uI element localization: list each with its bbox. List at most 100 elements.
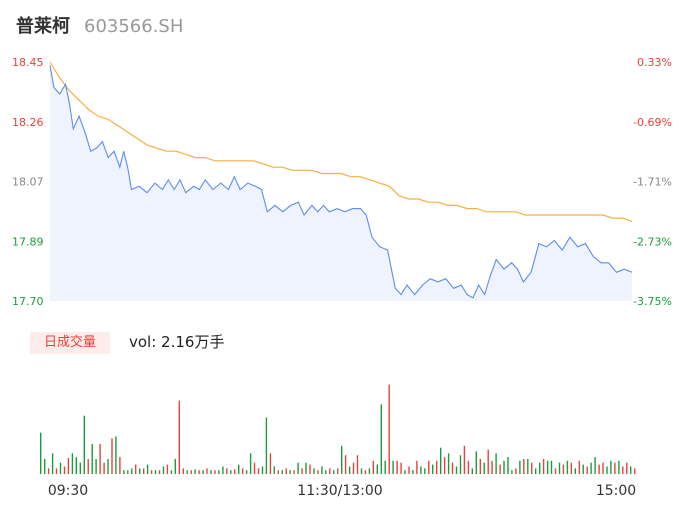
volume-bar (443, 457, 446, 474)
y-tick-right: -3.75% (633, 295, 672, 308)
volume-bar (242, 468, 244, 474)
volume-bar (51, 453, 54, 474)
volume-bar (554, 468, 557, 474)
volume-bar (424, 468, 426, 474)
volume-bar (63, 466, 66, 474)
volume-bar (79, 462, 81, 474)
volume-bar (198, 470, 200, 474)
volume-bar (273, 466, 275, 474)
volume-bar (404, 470, 406, 474)
volume-bar (333, 470, 335, 474)
volume-bar (218, 470, 220, 474)
volume-bar (257, 468, 260, 474)
volume-bar (158, 470, 161, 474)
y-tick-left: 18.26 (12, 116, 44, 129)
volume-bar (146, 464, 149, 474)
volume-bar (166, 464, 169, 474)
price-line (49, 65, 633, 299)
volume-bar (103, 462, 105, 474)
volume-bar (234, 469, 236, 474)
volume-bar (55, 468, 58, 474)
volume-bar (115, 436, 117, 474)
volume-bar (71, 453, 74, 474)
volume-bar (364, 470, 367, 474)
volume-bar (570, 462, 572, 474)
volume-bar (297, 462, 299, 474)
volume-bar (594, 457, 596, 474)
volume-bar (606, 466, 608, 474)
price-area (50, 65, 632, 301)
volume-bar (523, 459, 525, 474)
volume-bar (348, 466, 351, 474)
volume-bar (388, 384, 390, 474)
volume-bar (127, 470, 129, 474)
volume-bar (475, 451, 477, 474)
volume-bar (202, 470, 204, 474)
volume-bar (119, 457, 121, 474)
volume-bar (87, 459, 89, 474)
volume-bar (368, 468, 371, 474)
volume-bar (321, 466, 323, 474)
volume-bar (598, 464, 600, 474)
volume-bar (289, 470, 291, 474)
volume-bar (562, 464, 565, 474)
volume-bar (59, 462, 62, 474)
volume-bar (451, 462, 454, 474)
volume-bar (432, 464, 434, 474)
volume-bar (384, 460, 386, 474)
volume-bar (226, 468, 228, 474)
volume-bar (162, 466, 165, 474)
volume-bar (626, 462, 628, 474)
header: 普莱柯 603566.SH (16, 12, 183, 40)
y-tick-left: 17.89 (12, 235, 44, 248)
stock-name: 普莱柯 (16, 16, 70, 37)
volume-bar (245, 470, 248, 474)
volume-bar (360, 468, 363, 474)
volume-bar (352, 462, 355, 474)
x-tick-label: 09:30 (48, 483, 88, 499)
volume-bar (178, 400, 180, 474)
volume-bar (135, 464, 137, 474)
volume-bar (337, 468, 339, 474)
volume-bar (67, 458, 70, 474)
volume-bar (618, 460, 620, 474)
volume-bar (253, 462, 256, 474)
volume-bar (376, 464, 378, 474)
volume-bar (550, 460, 553, 474)
volume-bar (317, 470, 319, 474)
volume-bar (150, 470, 153, 474)
volume-bar (305, 462, 307, 474)
volume-bar (487, 449, 489, 474)
volume-bar (412, 470, 414, 474)
volume-bar (210, 470, 212, 474)
volume-bar (507, 457, 509, 474)
volume-bar (495, 453, 497, 474)
volume-bar (459, 455, 462, 474)
volume-bar (515, 468, 517, 474)
volume-bar (186, 470, 188, 474)
y-tick-right: 0.33% (637, 56, 672, 69)
volume-bar (511, 470, 513, 474)
volume-bar (44, 459, 46, 474)
volume-bar (222, 466, 224, 474)
volume-bar (400, 462, 402, 474)
volume-bar (436, 460, 438, 474)
volume-bar (503, 460, 505, 474)
volume-bar (372, 460, 374, 474)
volume-bar (396, 460, 398, 474)
volume-bar (356, 455, 359, 474)
volume-bar (123, 470, 125, 474)
volume-bar (313, 468, 315, 474)
volume-bar (95, 459, 97, 474)
volume-bar (174, 459, 176, 474)
volume-bar (408, 466, 410, 474)
volume-bar (527, 459, 529, 474)
volume-bar (170, 470, 173, 474)
volume-bar (131, 468, 133, 474)
volume-bar (325, 470, 327, 474)
volume-period-badge[interactable]: 日成交量 (30, 332, 110, 354)
y-tick-left: 17.70 (12, 295, 44, 308)
volume-bar (546, 460, 549, 474)
price-chart[interactable]: 18.45 18.26 18.07 17.89 17.70 0.33% -0.69% -1.7… (0, 0, 686, 320)
